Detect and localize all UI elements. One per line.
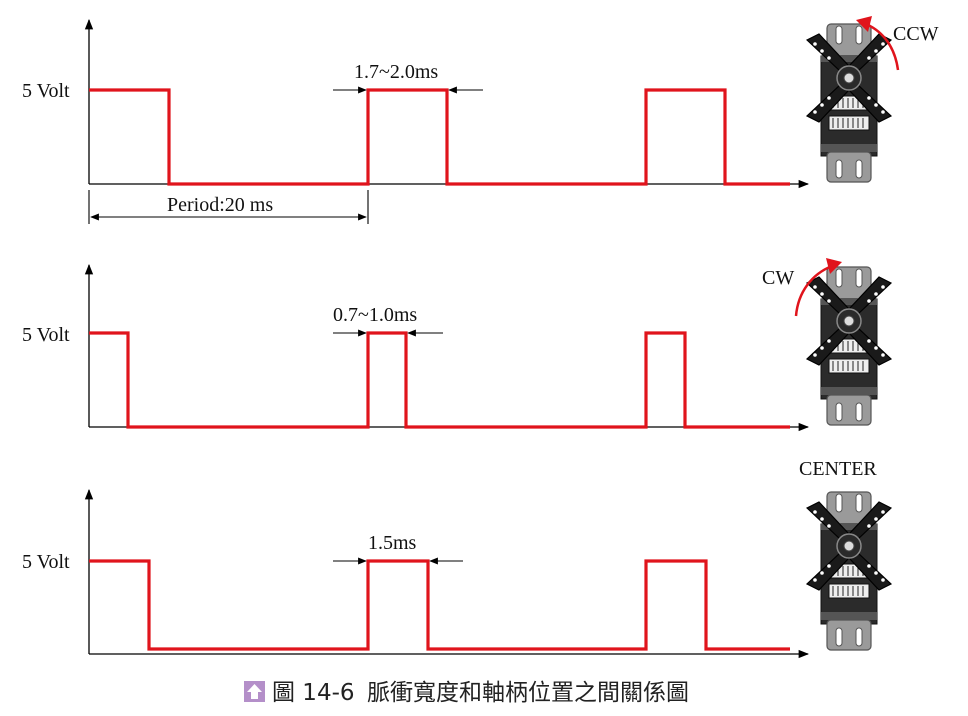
caption-text: 脈衝寬度和軸柄位置之間關係圖 bbox=[367, 680, 689, 706]
ccw-arrowhead-icon bbox=[856, 16, 872, 32]
cw-arrowhead-icon bbox=[826, 258, 842, 274]
voltage-label: 5 Volt bbox=[22, 80, 70, 102]
position-label: CENTER bbox=[799, 458, 877, 480]
pwm-signal bbox=[89, 88, 790, 186]
servo-cw-icon bbox=[806, 266, 892, 426]
pwm-signal bbox=[89, 331, 790, 429]
voltage-label: 5 Volt bbox=[22, 551, 70, 573]
position-label: CW bbox=[762, 267, 794, 289]
cw-rotation-arrow bbox=[794, 264, 833, 317]
panel-center: 5 Volt 1.5ms CENTER bbox=[22, 458, 892, 659]
period-label: Period:20 ms bbox=[167, 194, 273, 216]
voltage-label: 5 Volt bbox=[22, 324, 70, 346]
panel-ccw: 5 Volt 1.7~2.0ms Period:20 ms CCW bbox=[22, 16, 939, 224]
ccw-rotation-arrow bbox=[865, 22, 900, 71]
figure-caption: 圖 14-6 脈衝寬度和軸柄位置之間關係圖 bbox=[244, 680, 689, 706]
position-label: CCW bbox=[893, 23, 939, 45]
pwm-signal bbox=[89, 559, 790, 651]
pulse-width-label: 1.7~2.0ms bbox=[354, 61, 438, 83]
up-arrow-icon bbox=[244, 681, 265, 702]
panel-cw: 5 Volt 0.7~1.0ms CW bbox=[22, 258, 892, 432]
servo-ccw-icon bbox=[806, 23, 892, 183]
pulse-width-label: 1.5ms bbox=[368, 532, 417, 554]
figure-number: 圖 14-6 bbox=[272, 680, 355, 706]
servo-center-icon bbox=[806, 491, 892, 651]
pulse-width-label: 0.7~1.0ms bbox=[333, 304, 417, 326]
